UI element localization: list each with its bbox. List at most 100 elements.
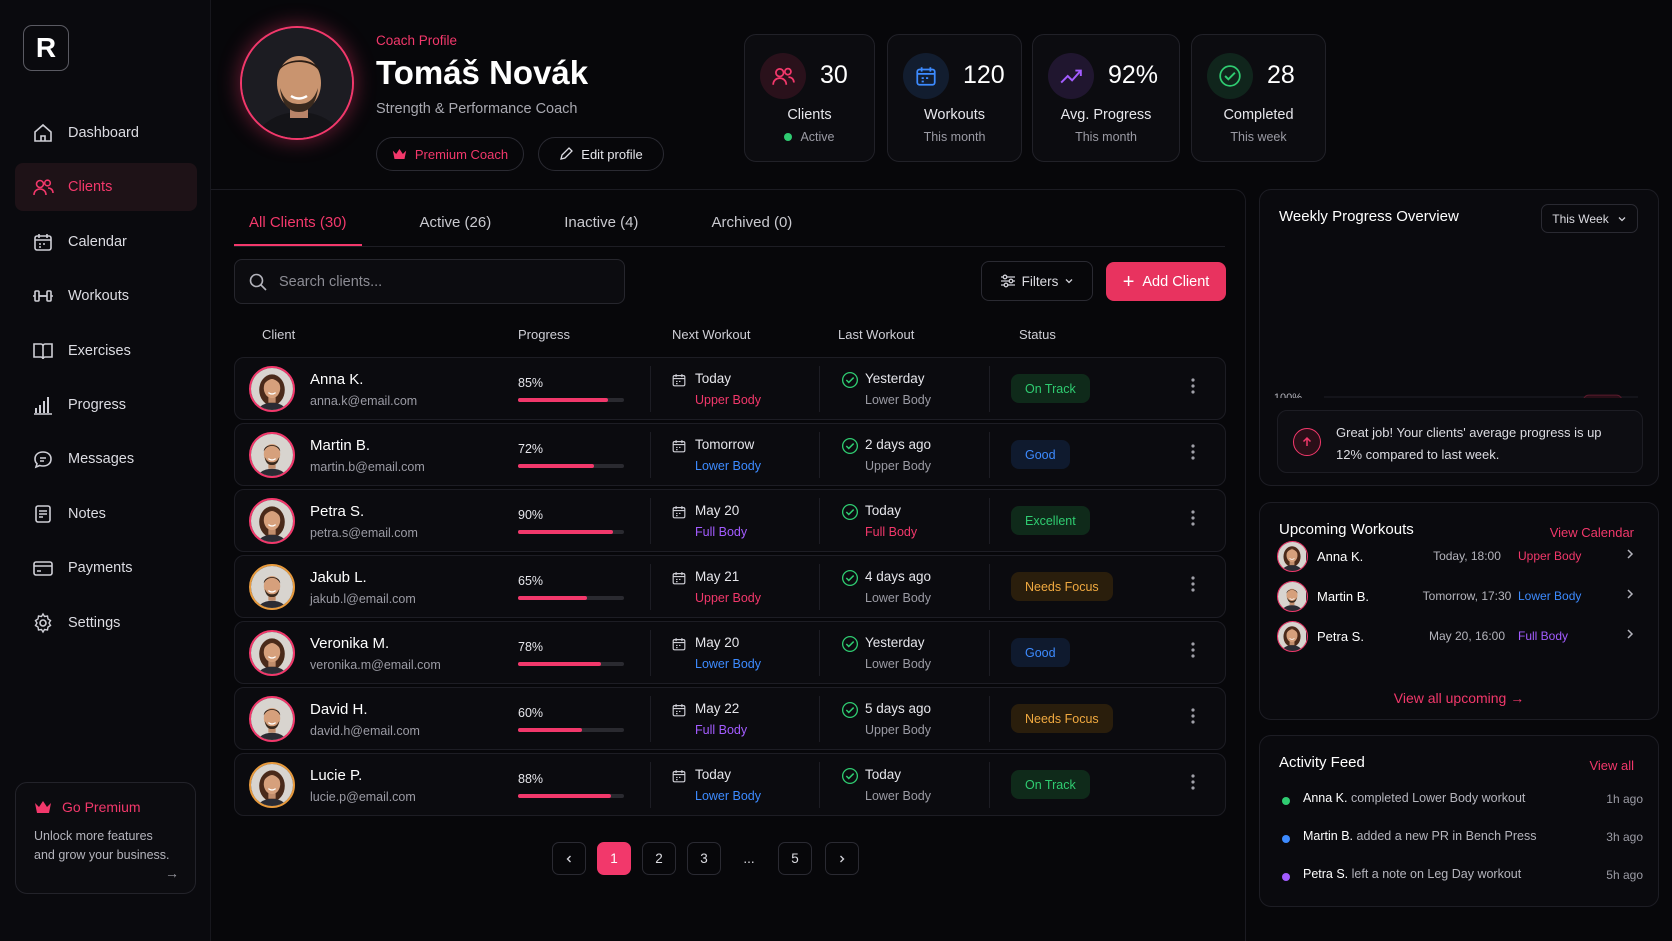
client-tabs: All Clients (30) Active (26) Inactive (4) A…: [234, 210, 850, 246]
sidebar-item-workouts[interactable]: Workouts: [15, 272, 197, 320]
filters-button[interactable]: Filters: [981, 261, 1093, 301]
sidebar-item-clients[interactable]: Clients: [15, 163, 197, 212]
client-name[interactable]: Lucie P.: [310, 767, 363, 784]
client-name[interactable]: David H.: [310, 701, 368, 718]
client-name[interactable]: Veronika M.: [310, 635, 390, 652]
calendar-icon-wrap: [671, 438, 687, 454]
upcoming-item[interactable]: Anna K. Today, 18:00 Upper Body: [1277, 537, 1647, 575]
calendar-icon: [916, 67, 936, 86]
client-name[interactable]: Petra S.: [310, 503, 365, 520]
stat-card-clients[interactable]: 30 Clients Active: [744, 34, 875, 162]
last-workout-type: Upper Body: [865, 459, 932, 473]
tab-inactive[interactable]: Inactive (4): [564, 214, 639, 231]
range-select[interactable]: This Week: [1541, 204, 1638, 233]
next-page-button[interactable]: [825, 842, 859, 875]
chevron-right-icon[interactable]: [1625, 628, 1635, 640]
book-icon: [33, 342, 53, 359]
sidebar-item-notes[interactable]: Notes: [15, 490, 197, 538]
arrow-up-circle-icon: [1293, 428, 1321, 456]
more-options-icon[interactable]: [1191, 708, 1195, 724]
more-options-icon[interactable]: [1191, 642, 1195, 658]
page-button-1[interactable]: 1: [597, 842, 631, 875]
activity-item[interactable]: Anna K. completed Lower Body workout 1h a…: [1279, 789, 1643, 811]
client-email: david.h@email.com: [310, 724, 420, 738]
stat-sub-text: Active: [800, 130, 835, 144]
clients-panel: [211, 189, 1246, 941]
calendar-icon: [34, 233, 52, 251]
search-box[interactable]: [234, 259, 625, 304]
column-header-next-workout[interactable]: Next Workout: [672, 327, 751, 342]
tab-all-clients[interactable]: All Clients (30): [234, 210, 362, 246]
client-email: lucie.p@email.com: [310, 790, 416, 804]
column-header-client[interactable]: Client: [262, 327, 296, 342]
page-button-3[interactable]: 3: [687, 842, 721, 875]
progress-value: 65%: [518, 574, 544, 588]
sidebar-item-exercises[interactable]: Exercises: [15, 327, 197, 375]
sidebar-item-dashboard[interactable]: Dashboard: [15, 109, 197, 157]
table-row[interactable]: Jakub L. jakub.l@email.com 65% May 21 Upper …: [234, 555, 1226, 618]
upcoming-item[interactable]: Petra S. May 20, 16:00 Full Body: [1277, 617, 1647, 655]
tab-active[interactable]: Active (26): [419, 214, 492, 231]
table-row[interactable]: Lucie P. lucie.p@email.com 88% Today Lower B…: [234, 753, 1226, 816]
stat-card-avg-progress[interactable]: 92% Avg. Progress This month: [1032, 34, 1180, 162]
view-all-upcoming-label: View all upcoming: [1393, 690, 1507, 706]
more-options-icon[interactable]: [1191, 444, 1195, 460]
chevron-right-icon[interactable]: [1625, 588, 1635, 600]
column-header-progress[interactable]: Progress: [518, 327, 571, 342]
client-name[interactable]: Jakub L.: [310, 569, 367, 586]
prev-page-button[interactable]: [552, 842, 586, 875]
search-input[interactable]: [279, 273, 599, 290]
column-divider: [989, 366, 990, 412]
table-row[interactable]: David H. david.h@email.com 60% May 22 Full B…: [234, 687, 1226, 750]
page-button-2[interactable]: 2: [642, 842, 676, 875]
edit-profile-button[interactable]: Edit profile: [538, 137, 664, 171]
table-row[interactable]: Anna K. anna.k@email.com 85% Today Upper Bod…: [234, 357, 1226, 420]
premium-coach-badge[interactable]: Premium Coach: [376, 137, 524, 171]
stat-card-completed[interactable]: 28 Completed This week: [1191, 34, 1326, 162]
more-options-icon[interactable]: [1191, 576, 1195, 592]
column-header-status[interactable]: Status: [1019, 327, 1056, 342]
view-all-activity-link[interactable]: View all: [1589, 758, 1634, 773]
app-logo[interactable]: R: [23, 25, 69, 71]
progress-bar: [518, 530, 624, 534]
sidebar-item-settings[interactable]: Settings: [15, 599, 197, 647]
column-divider: [650, 564, 651, 610]
client-name[interactable]: Martin B.: [310, 437, 371, 454]
activity-item[interactable]: Petra S. left a note on Leg Day workout 5…: [1279, 865, 1643, 887]
check-circle-icon: [841, 437, 859, 455]
progress-value: 90%: [518, 508, 544, 522]
add-client-button[interactable]: + Add Client: [1106, 262, 1226, 301]
sidebar-item-calendar[interactable]: Calendar: [15, 218, 197, 266]
more-options-icon[interactable]: [1191, 378, 1195, 394]
table-row[interactable]: Petra S. petra.s@email.com 90% May 20 Full B…: [234, 489, 1226, 552]
upcoming-workout-type: Lower Body: [1518, 589, 1582, 603]
more-options-icon[interactable]: [1191, 774, 1195, 790]
check-circle-icon-wrap: [841, 503, 859, 521]
stat-card-workouts[interactable]: 120 Workouts This month: [887, 34, 1022, 162]
view-calendar-link[interactable]: View Calendar: [1549, 525, 1634, 540]
sliders-icon: [1000, 274, 1015, 288]
arrow-right-icon: →: [1510, 690, 1525, 706]
go-premium-card[interactable]: Go Premium Unlock more features and grow…: [15, 782, 196, 894]
check-circle-icon: [841, 371, 859, 389]
client-email: jakub.l@email.com: [310, 592, 416, 606]
tab-archived[interactable]: Archived (0): [711, 214, 793, 231]
chevron-right-icon[interactable]: [1625, 548, 1635, 560]
sidebar-item-progress[interactable]: Progress: [15, 381, 197, 429]
page-button-5[interactable]: 5: [778, 842, 812, 875]
activity-item[interactable]: Martin B. added a new PR in Bench Press 3…: [1279, 827, 1643, 849]
view-all-upcoming-link[interactable]: View all upcoming →: [1260, 690, 1658, 706]
more-options-icon[interactable]: [1191, 510, 1195, 526]
check-circle-icon-wrap: [841, 371, 859, 389]
stat-icon-wrap: [1048, 53, 1094, 99]
stat-label: Avg. Progress: [1060, 107, 1152, 123]
upcoming-item[interactable]: Martin B. Tomorrow, 17:30 Lower Body: [1277, 577, 1647, 615]
arrow-right-icon[interactable]: →: [165, 865, 179, 881]
table-row[interactable]: Martin B. martin.b@email.com 72% Tomorrow Lo…: [234, 423, 1226, 486]
table-row[interactable]: Veronika M. veronika.m@email.com 78% May 20…: [234, 621, 1226, 684]
next-workout-day: Today: [695, 767, 732, 782]
sidebar-item-payments[interactable]: Payments: [15, 544, 197, 592]
column-header-last-workout[interactable]: Last Workout: [838, 327, 915, 342]
sidebar-item-messages[interactable]: Messages: [15, 435, 197, 483]
client-name[interactable]: Anna K.: [310, 371, 364, 388]
